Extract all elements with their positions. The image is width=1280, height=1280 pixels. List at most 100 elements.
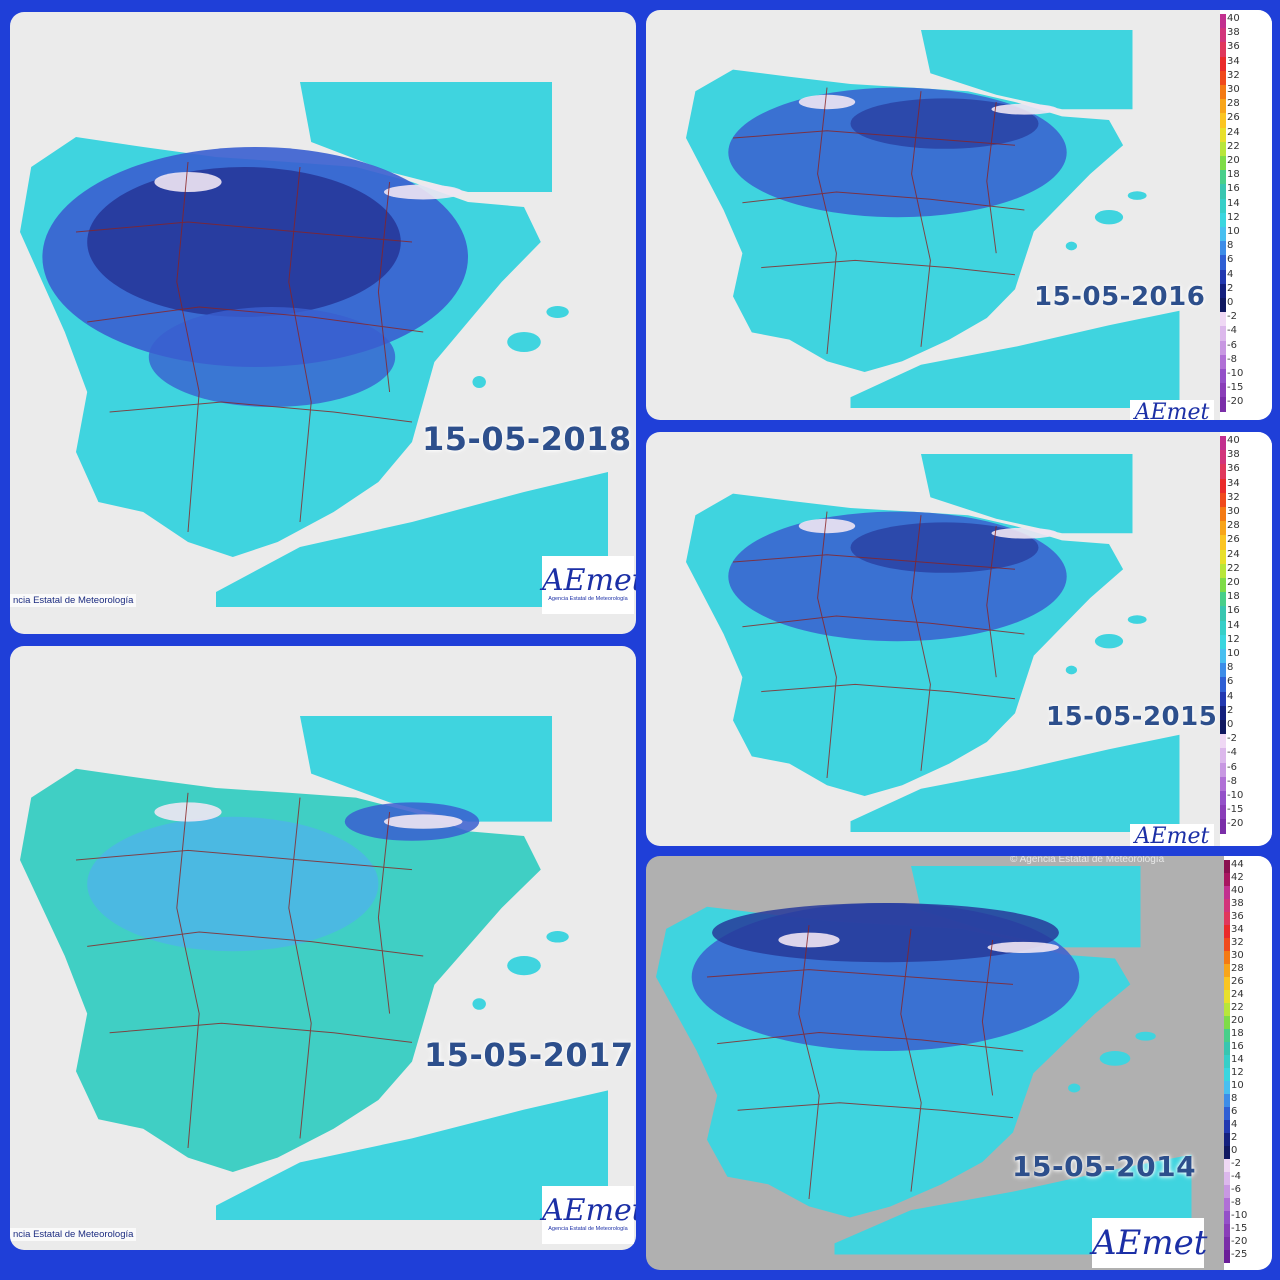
balearic-island: [1094, 210, 1124, 225]
legend-label: 6: [1231, 1106, 1238, 1117]
map-panel-2014: © Agencia Estatal de Meteorología 15-05-…: [646, 856, 1272, 1270]
balearic-island: [1127, 615, 1147, 624]
legend-swatch: [1220, 592, 1226, 607]
province-border-line: [742, 191, 1025, 211]
snow-patch: [154, 172, 222, 192]
legend-swatch: [1224, 1042, 1230, 1055]
legend-swatch: [1220, 42, 1226, 57]
legend-label: 12: [1231, 1067, 1244, 1078]
legend-swatch: [1220, 649, 1226, 664]
legend-label: -2: [1227, 311, 1237, 323]
legend-swatch: [1224, 1198, 1230, 1211]
date-label-2016: 15-05-2016: [1034, 282, 1206, 312]
legend-label: 16: [1231, 1041, 1244, 1052]
legend-label: 38: [1231, 898, 1244, 909]
legend-label: 28: [1231, 963, 1244, 974]
legend-swatch: [1220, 56, 1226, 71]
legend-label: -2: [1227, 733, 1237, 745]
province-border-line: [288, 166, 312, 523]
legend-swatch: [1224, 1185, 1230, 1198]
legend-swatch: [1224, 990, 1230, 1003]
legend-label: 6: [1227, 254, 1234, 266]
legend-label: 28: [1227, 98, 1240, 110]
legend-label: 4: [1227, 268, 1234, 280]
balearic-island: [1099, 1051, 1131, 1066]
date-label-2018: 15-05-2018: [422, 420, 632, 458]
legend-label: 18: [1227, 169, 1240, 181]
legend-swatch: [1224, 1003, 1230, 1016]
snow-patch: [798, 518, 856, 534]
legend-label: 0: [1227, 719, 1234, 730]
legend-label: 26: [1227, 112, 1240, 124]
legend-swatch: [1220, 436, 1226, 451]
legend-swatch: [1220, 691, 1226, 706]
map-panel-2015: 15-05-2015 AEmet 40 38 36 34 32 30 28 26 24 22 20 1…: [646, 432, 1272, 846]
province-border-line: [986, 101, 997, 254]
color-scale-legend-2016: 40 38 36 34 32 30 28 26 24 22 20 18 16 14 12 10 8 6 4 2 0 -2-…: [1220, 10, 1272, 420]
legend-label: -6: [1227, 339, 1237, 351]
legend-label: -15: [1231, 1223, 1248, 1234]
legend-swatch: [1220, 606, 1226, 621]
legend-label: 2: [1227, 282, 1234, 294]
province-border-line: [75, 221, 413, 243]
legend-swatch: [1220, 369, 1226, 384]
legend-label: 34: [1227, 477, 1240, 489]
africa-land: [216, 472, 608, 607]
province-border-line: [732, 554, 1016, 570]
legend-swatch: [1224, 1068, 1230, 1081]
legend-swatch: [1220, 450, 1226, 465]
legend-swatch: [1220, 326, 1226, 341]
legend-swatch: [1220, 298, 1226, 313]
legend-swatch: [1224, 1107, 1230, 1120]
temperature-map-2014: [656, 866, 1192, 1255]
legend-label: -25: [1231, 1249, 1248, 1260]
province-border-line: [87, 931, 424, 957]
legend-swatch: [1224, 1224, 1230, 1237]
aemet-logo-2017: AEmet Agencia Estatal de Meteorología: [542, 1186, 636, 1244]
legend-label: -8: [1231, 1197, 1241, 1208]
legend-swatch: [1220, 791, 1226, 806]
legend-label: 34: [1231, 924, 1244, 935]
legend-swatch: [1220, 397, 1226, 412]
legend-swatch: [1220, 269, 1226, 284]
legend-swatch: [1220, 464, 1226, 479]
cold-zone-south: [148, 307, 396, 407]
aemet-logo-subtitle: Agencia Estatal de Meteorología: [548, 596, 628, 602]
date-label-2015: 15-05-2015: [1046, 702, 1218, 732]
color-scale-legend-2015: 40 38 36 34 32 30 28 26 24 22 20 18 16 14 12 10 8 6 4 2 0 -2-…: [1220, 432, 1272, 846]
legend-swatch: [1224, 1159, 1230, 1172]
legend-label: 20: [1231, 1015, 1244, 1026]
legend-swatch: [1220, 805, 1226, 820]
legend-swatch: [1220, 241, 1226, 256]
legend-swatch: [1224, 1133, 1230, 1146]
france-land: [921, 30, 1133, 110]
legend-swatch: [1220, 549, 1226, 564]
province-border-line: [377, 811, 391, 1014]
legend-label: 26: [1231, 976, 1244, 987]
legend-swatch: [1224, 899, 1230, 912]
legend-swatch: [1220, 620, 1226, 635]
france-land: [921, 454, 1133, 534]
aemet-logo-text: AEmet: [1134, 824, 1210, 847]
very-cold-zone: [87, 167, 401, 317]
legend-label: 24: [1231, 989, 1244, 1000]
legend-label: 14: [1231, 1054, 1244, 1065]
legend-label: 8: [1227, 662, 1234, 674]
balearic-island: [1068, 1083, 1081, 1093]
aemet-logo-text: AEmet: [542, 1193, 636, 1228]
legend-swatch: [1220, 492, 1226, 507]
legend-label: 16: [1227, 605, 1240, 617]
legend-label: -15: [1227, 382, 1244, 394]
province-border-line: [288, 797, 312, 1139]
province-border-line: [377, 181, 391, 393]
balearic-island: [1094, 634, 1124, 649]
balearic-island: [472, 376, 486, 388]
legend-label: 10: [1227, 226, 1240, 237]
legend-label: 4: [1231, 1119, 1238, 1130]
province-border-line: [986, 525, 997, 678]
legend-swatch: [1220, 677, 1226, 692]
color-scale-legend-2014: 44 42 40 38 36 34 32 30 28 26 24 22 20 18 16 14 12 10 8 6 4 2…: [1224, 856, 1272, 1270]
legend-swatch: [1220, 819, 1226, 834]
legend-label: 38: [1227, 27, 1240, 39]
legend-label: -20: [1227, 396, 1244, 408]
